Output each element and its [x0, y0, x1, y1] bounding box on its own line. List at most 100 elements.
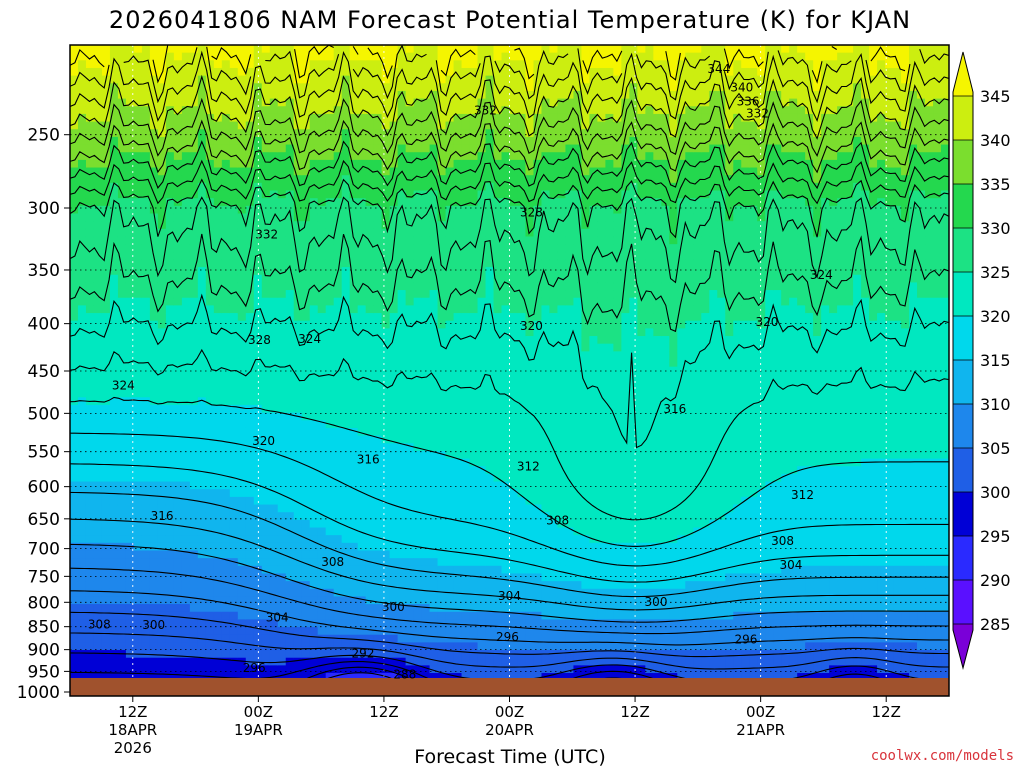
contour-label: 336: [737, 95, 760, 109]
colorbar-label: 325: [980, 263, 1011, 282]
x-tick-label: 12Z: [369, 703, 398, 721]
y-tick-label: 700: [28, 540, 60, 560]
colorbar-swatch: [953, 448, 973, 493]
colorbar-swatch: [953, 580, 973, 625]
x-tick-label: 12Z: [872, 703, 901, 721]
colorbar-label: 330: [980, 219, 1011, 238]
y-tick-label: 850: [28, 618, 60, 638]
contour-line: [70, 196, 949, 284]
contour-line: [70, 491, 949, 598]
colorbar-swatch: [953, 360, 973, 405]
contour-label: 316: [663, 402, 686, 416]
contour-label: 320: [252, 434, 275, 448]
contour-line: [70, 293, 949, 449]
contour-line: [70, 463, 949, 583]
colorbar-swatch: [953, 624, 973, 668]
y-tick-label: 300: [28, 199, 60, 219]
contour-label: 308: [771, 534, 794, 548]
y-tick-label: 1000: [17, 683, 60, 703]
contour-label: 300: [142, 618, 165, 632]
x-tick-label: 2026: [114, 739, 152, 757]
contour-line: [70, 45, 906, 84]
contour-label: 328: [520, 205, 543, 219]
contour-line: [70, 518, 949, 611]
x-tick-label: 20APR: [485, 721, 534, 739]
y-tick-label: 500: [28, 404, 60, 424]
contour-label: 332: [746, 107, 769, 121]
contour-label: 288: [393, 667, 416, 681]
contour-label: 340: [730, 80, 753, 94]
x-tick-label: 00Z: [746, 703, 775, 721]
colorbar-label: 345: [980, 87, 1011, 106]
colorbar-label: 340: [980, 131, 1011, 150]
contour-label: 332: [474, 103, 497, 117]
contour-label: 304: [780, 558, 803, 572]
contour-line: [70, 348, 949, 521]
colorbar-swatch: [953, 228, 973, 273]
y-tick-label: 550: [28, 443, 60, 463]
colorbar-swatch: [953, 96, 973, 141]
contour-label: 292: [352, 647, 375, 661]
colorbar-swatch: [953, 272, 973, 317]
x-tick-label: 18APR: [108, 721, 157, 739]
contour-line: [70, 140, 949, 190]
contour-label: 344: [707, 62, 730, 76]
credit-link[interactable]: coolwx.com/models: [871, 748, 1014, 764]
x-tick-label: 00Z: [495, 703, 524, 721]
contour-label: 308: [546, 514, 569, 528]
colorbar-label: 320: [980, 307, 1011, 326]
y-tick-label: 250: [28, 126, 60, 146]
contour-label: 316: [151, 509, 174, 523]
contour-line: [70, 74, 949, 140]
contour-line: [70, 159, 949, 205]
y-tick-label: 400: [28, 315, 60, 335]
y-tick-label: 800: [28, 593, 60, 613]
x-tick-label: 19APR: [234, 721, 283, 739]
contour-line: [70, 119, 949, 174]
x-axis-title: Forecast Time (UTC): [414, 746, 605, 768]
contour-line: [70, 543, 949, 623]
contour-label: 308: [88, 617, 111, 631]
contour-label: 320: [520, 319, 543, 333]
contour-label: 296: [243, 661, 266, 675]
colorbar-label: 305: [980, 439, 1011, 458]
chart-title: 2026041806 NAM Forecast Potential Temper…: [109, 6, 911, 34]
colorbar-swatch: [953, 492, 973, 537]
ground-surface: [70, 678, 949, 696]
y-tick-label: 600: [28, 478, 60, 498]
contour-line: [70, 50, 949, 123]
contour-label: 296: [735, 633, 758, 647]
y-axis: 250 300 350 400 450 500 550 600 650 700 750 800 850 9…: [17, 126, 70, 703]
colorbar-swatch: [953, 536, 973, 581]
contour-line: [70, 632, 949, 670]
contour-label: 324: [298, 332, 321, 346]
y-tick-label: 350: [28, 261, 60, 281]
colorbar: 345 340 335 330 325 320 315 310 305 300 295 290 285: [952, 51, 1011, 670]
y-tick-label: 900: [28, 641, 60, 661]
contour-label: 296: [496, 630, 519, 644]
contour-label: 324: [810, 268, 833, 282]
colorbar-swatch: [953, 184, 973, 229]
colorbar-label: 290: [980, 571, 1011, 590]
colorbar-label: 295: [980, 527, 1011, 546]
colorbar-label: 300: [980, 483, 1011, 502]
contour-label: 304: [266, 611, 289, 625]
y-tick-label: 650: [28, 510, 60, 530]
contour-line: [70, 97, 949, 158]
contour-label: 328: [248, 333, 271, 347]
x-tick-label: 12Z: [620, 703, 649, 721]
colorbar-label: 335: [980, 175, 1011, 194]
contour-line: [70, 432, 949, 567]
contour-line: [70, 178, 949, 239]
contour-line: [70, 396, 949, 547]
colorbar-swatch: [953, 140, 973, 185]
x-tick-label: 21APR: [736, 721, 785, 739]
contour-label: 300: [382, 600, 405, 614]
contour-label: 324: [112, 379, 135, 393]
contour-line: [70, 233, 949, 333]
contour-line: [70, 567, 949, 635]
contour-line: [70, 590, 949, 646]
colorbar-label: 310: [980, 395, 1011, 414]
